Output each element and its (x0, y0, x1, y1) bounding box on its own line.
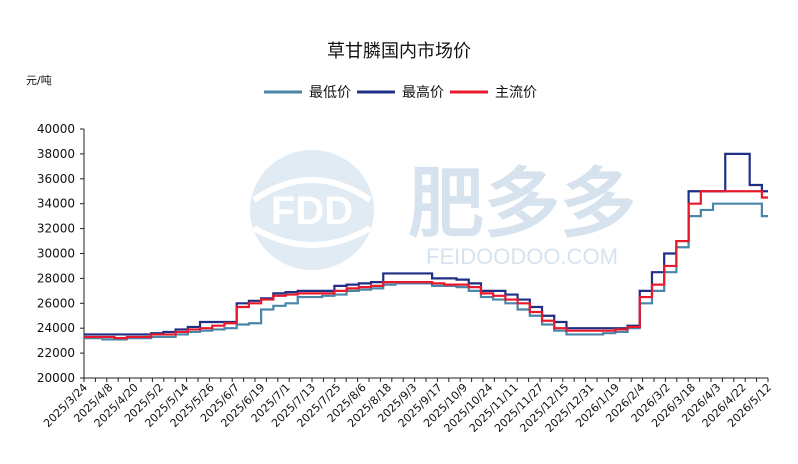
y-axis-ticks: 20000 22000 24000 26000 28000 30000 32000 34000… (37, 122, 84, 385)
watermark-brand: 肥多多 (408, 159, 636, 248)
x-axis-ticks: 2025/3/242025/4/82025/4/202025/5/22025/5… (41, 378, 774, 435)
legend: 最低价 最高价 主流价 (264, 84, 537, 101)
watermark-logo-text: FDD (271, 189, 353, 233)
y-tick-label: 28000 (37, 271, 75, 285)
series-line-2 (84, 190, 768, 340)
watermark: FDD 肥多多 FEIDOODOO.COM (250, 150, 636, 270)
series-line-1 (84, 152, 768, 336)
series-lines (84, 152, 768, 341)
legend-label-0: 最低价 (309, 85, 351, 101)
y-tick-label: 34000 (37, 197, 75, 211)
y-tick-label: 24000 (37, 321, 75, 335)
series-line-0 (84, 202, 768, 341)
y-tick-label: 38000 (37, 147, 75, 161)
unit-label: 元/吨 (26, 74, 52, 87)
y-tick-label: 20000 (37, 371, 75, 385)
y-tick-label: 32000 (37, 222, 75, 236)
y-tick-label: 30000 (37, 247, 75, 261)
y-tick-label: 26000 (37, 296, 75, 310)
legend-label-1: 最高价 (402, 84, 444, 101)
legend-label-2: 主流价 (495, 85, 537, 101)
chart-title: 草甘膦国内市场价 (327, 41, 471, 62)
y-tick-label: 40000 (37, 122, 75, 136)
watermark-url: FEIDOODOO.COM (426, 244, 618, 269)
y-tick-label: 22000 (37, 346, 75, 360)
y-tick-label: 36000 (37, 172, 75, 186)
